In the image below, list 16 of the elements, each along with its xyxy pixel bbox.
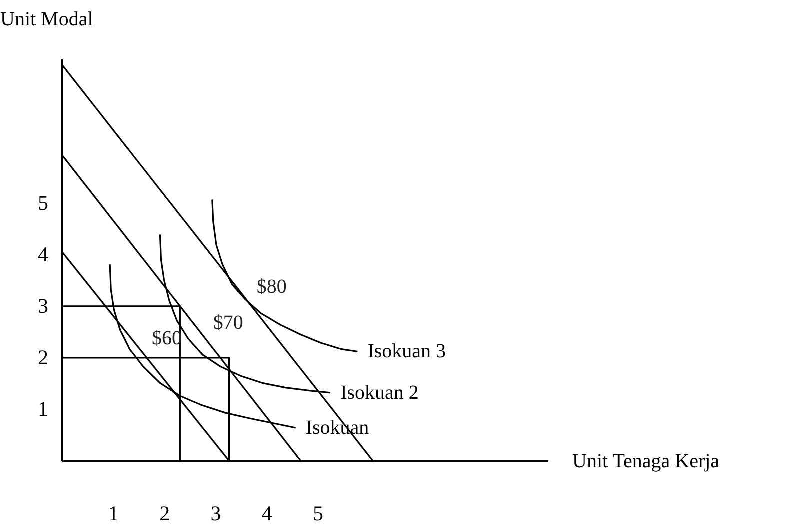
y-tick-label: 2	[38, 345, 48, 370]
x-tick-label: 5	[313, 502, 324, 526]
y-tick-label: 5	[38, 190, 48, 215]
y-tick-label: 3	[38, 294, 48, 318]
x-tick-label: 3	[210, 502, 222, 526]
y-axis-title: Unit Modal	[0, 8, 94, 30]
series-label: Isokuan 3	[368, 340, 446, 363]
x-tick-label: 2	[160, 502, 170, 526]
y-tick-label: 1	[38, 396, 48, 421]
x-tick-label: 1	[108, 502, 119, 526]
y-tick-label: 4	[38, 242, 49, 266]
x-axis-title: Unit Tenaga Kerja	[572, 450, 720, 472]
annotation: $70	[213, 312, 244, 334]
series-label: Isokuan 2	[340, 382, 419, 404]
annotation: $80	[256, 276, 287, 298]
x-tick-label: 4	[262, 502, 273, 526]
